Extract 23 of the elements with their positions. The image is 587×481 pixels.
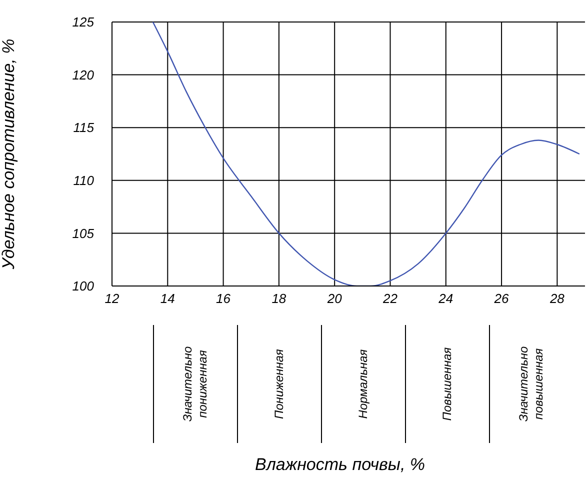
y-tick-label: 100 [72,278,95,294]
x-tick-label: 24 [438,291,454,306]
y-tick-label: 110 [73,173,95,188]
text: Влажность почвы, % [255,455,425,474]
text: Повышенная [440,346,454,421]
text: Значительно повышенная [516,346,546,422]
y-tick-label: 125 [72,14,95,30]
y-tick-label: 120 [72,67,95,82]
x-tick-label: 26 [493,291,510,306]
text: Значительно пониженная [180,346,210,422]
y-tick-label: 115 [73,120,95,136]
text: Пониженная [272,348,286,419]
x-tick-label: 20 [326,291,343,306]
x-tick-label: 12 [104,291,120,306]
x-tick-label: 22 [382,291,398,306]
x-tick-label: 28 [548,291,566,306]
y-axis-title: Удельное сопротивление, % [0,38,18,270]
text: Нормальная [356,348,370,419]
line-series [152,22,580,286]
x-tick-label: 16 [216,291,232,306]
y-tick-label: 105 [72,226,95,241]
x-tick-label: 18 [272,291,287,306]
x-tick-label: 14 [160,291,175,306]
